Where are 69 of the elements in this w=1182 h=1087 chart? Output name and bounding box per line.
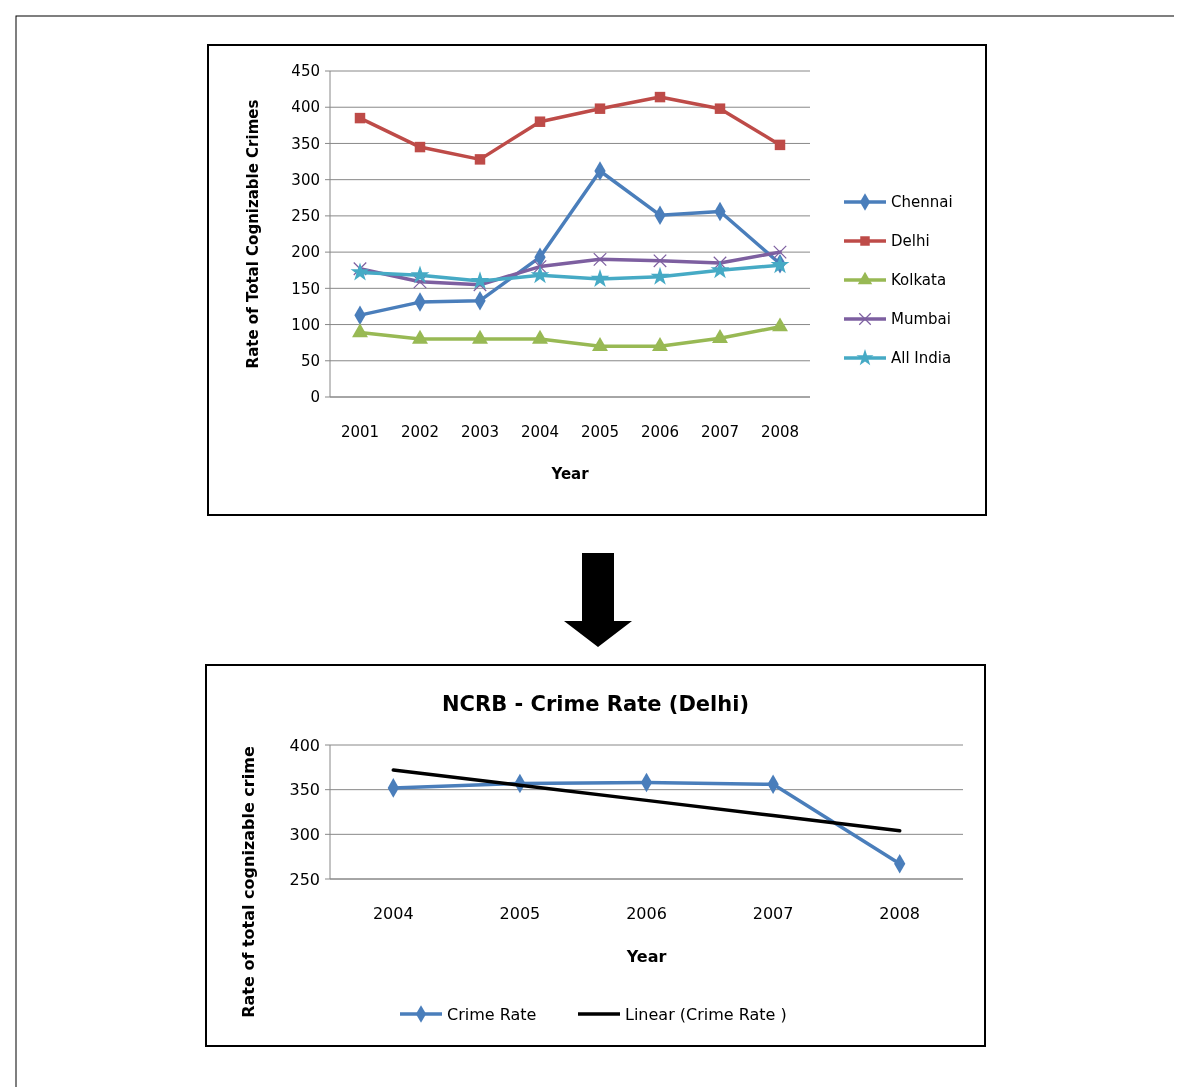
- point: [774, 139, 786, 151]
- legend-label: Mumbai: [891, 310, 951, 329]
- point: [773, 245, 787, 259]
- point: [532, 329, 548, 344]
- point: [714, 103, 726, 114]
- point: [352, 323, 368, 338]
- chart-title: NCRB - Crime Rate (Delhi): [441, 692, 750, 716]
- y-tick-label: 100: [291, 315, 320, 334]
- x-tick-label: 2007: [752, 904, 794, 923]
- point: [474, 154, 486, 165]
- point: [712, 329, 728, 343]
- legend-label: Chennai: [891, 193, 953, 212]
- legend-label: Linear (Crime Rate ): [625, 1004, 787, 1024]
- point: [534, 116, 546, 127]
- x-tick-label: 2008: [760, 423, 800, 441]
- point: [772, 317, 788, 332]
- y-tick-label: 200: [291, 243, 320, 262]
- y-tick-label: 450: [291, 62, 320, 81]
- y-tick-label: 250: [291, 207, 320, 226]
- x-tick-label: 2006: [640, 423, 680, 441]
- y-tick-label: 0: [310, 388, 320, 407]
- point: [770, 255, 790, 274]
- x-tick-label: 2007: [700, 423, 740, 441]
- point: [414, 141, 426, 153]
- point: [590, 269, 610, 287]
- point: [710, 260, 730, 279]
- point: [654, 91, 666, 103]
- legend-label: Delhi: [891, 232, 930, 251]
- x-axis-title: Year: [550, 465, 590, 483]
- point: [354, 112, 366, 124]
- x-tick-label: 2002: [400, 423, 440, 441]
- y-tick-label: 350: [289, 780, 320, 800]
- point: [653, 253, 667, 268]
- x-tick-label: 2001: [340, 423, 380, 441]
- point: [350, 262, 370, 281]
- y-tick-label: 250: [289, 869, 320, 889]
- point: [410, 265, 430, 284]
- x-tick-label: 2004: [372, 904, 414, 923]
- point: [412, 329, 428, 344]
- point: [650, 266, 670, 285]
- y-axis-title: Rate of Total Cognizable Crimes: [244, 99, 262, 369]
- line-series: [391, 768, 902, 833]
- x-tick-label: 2006: [626, 904, 667, 923]
- y-axis-title: Rate of total cognizable crime: [239, 746, 258, 1018]
- point: [652, 337, 668, 351]
- x-tick-label: 2005: [580, 423, 620, 441]
- point: [353, 261, 367, 276]
- point: [530, 265, 550, 284]
- point: [592, 337, 608, 351]
- y-tick-label: 350: [291, 134, 320, 153]
- point: [533, 259, 547, 274]
- point: [594, 103, 606, 114]
- y-tick-label: 50: [300, 352, 320, 371]
- legend-label: Crime Rate: [447, 1004, 537, 1024]
- legend-label: Kolkata: [891, 271, 947, 290]
- y-tick-label: 400: [289, 735, 320, 755]
- y-tick-label: 300: [289, 824, 320, 844]
- y-tick-label: 300: [291, 170, 320, 189]
- x-tick-label: 2008: [879, 904, 921, 923]
- x-tick-label: 2004: [520, 423, 560, 441]
- point: [470, 271, 490, 290]
- point: [472, 329, 488, 344]
- point: [593, 252, 607, 267]
- y-tick-label: 400: [291, 98, 320, 117]
- x-tick-label: 2005: [499, 904, 541, 923]
- y-tick-label: 150: [291, 279, 320, 298]
- legend-label: All India: [891, 349, 952, 368]
- x-tick-label: 2003: [460, 423, 500, 441]
- x-axis-title: Year: [625, 947, 667, 966]
